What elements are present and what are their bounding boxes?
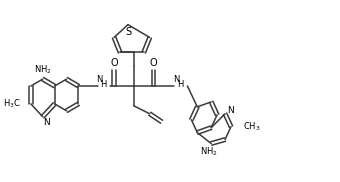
Text: O: O [110, 58, 118, 68]
Text: O: O [150, 58, 157, 68]
Text: S: S [125, 27, 131, 37]
Text: CH$_3$: CH$_3$ [243, 120, 260, 133]
Text: NH$_2$: NH$_2$ [200, 145, 218, 158]
Text: H$_3$C: H$_3$C [3, 98, 21, 110]
Text: NH$_2$: NH$_2$ [34, 64, 51, 76]
Text: H: H [177, 80, 184, 89]
Text: H: H [100, 80, 106, 89]
Text: N: N [43, 118, 50, 127]
Text: N: N [227, 106, 233, 115]
Text: N: N [96, 75, 102, 84]
Text: N: N [173, 75, 180, 84]
